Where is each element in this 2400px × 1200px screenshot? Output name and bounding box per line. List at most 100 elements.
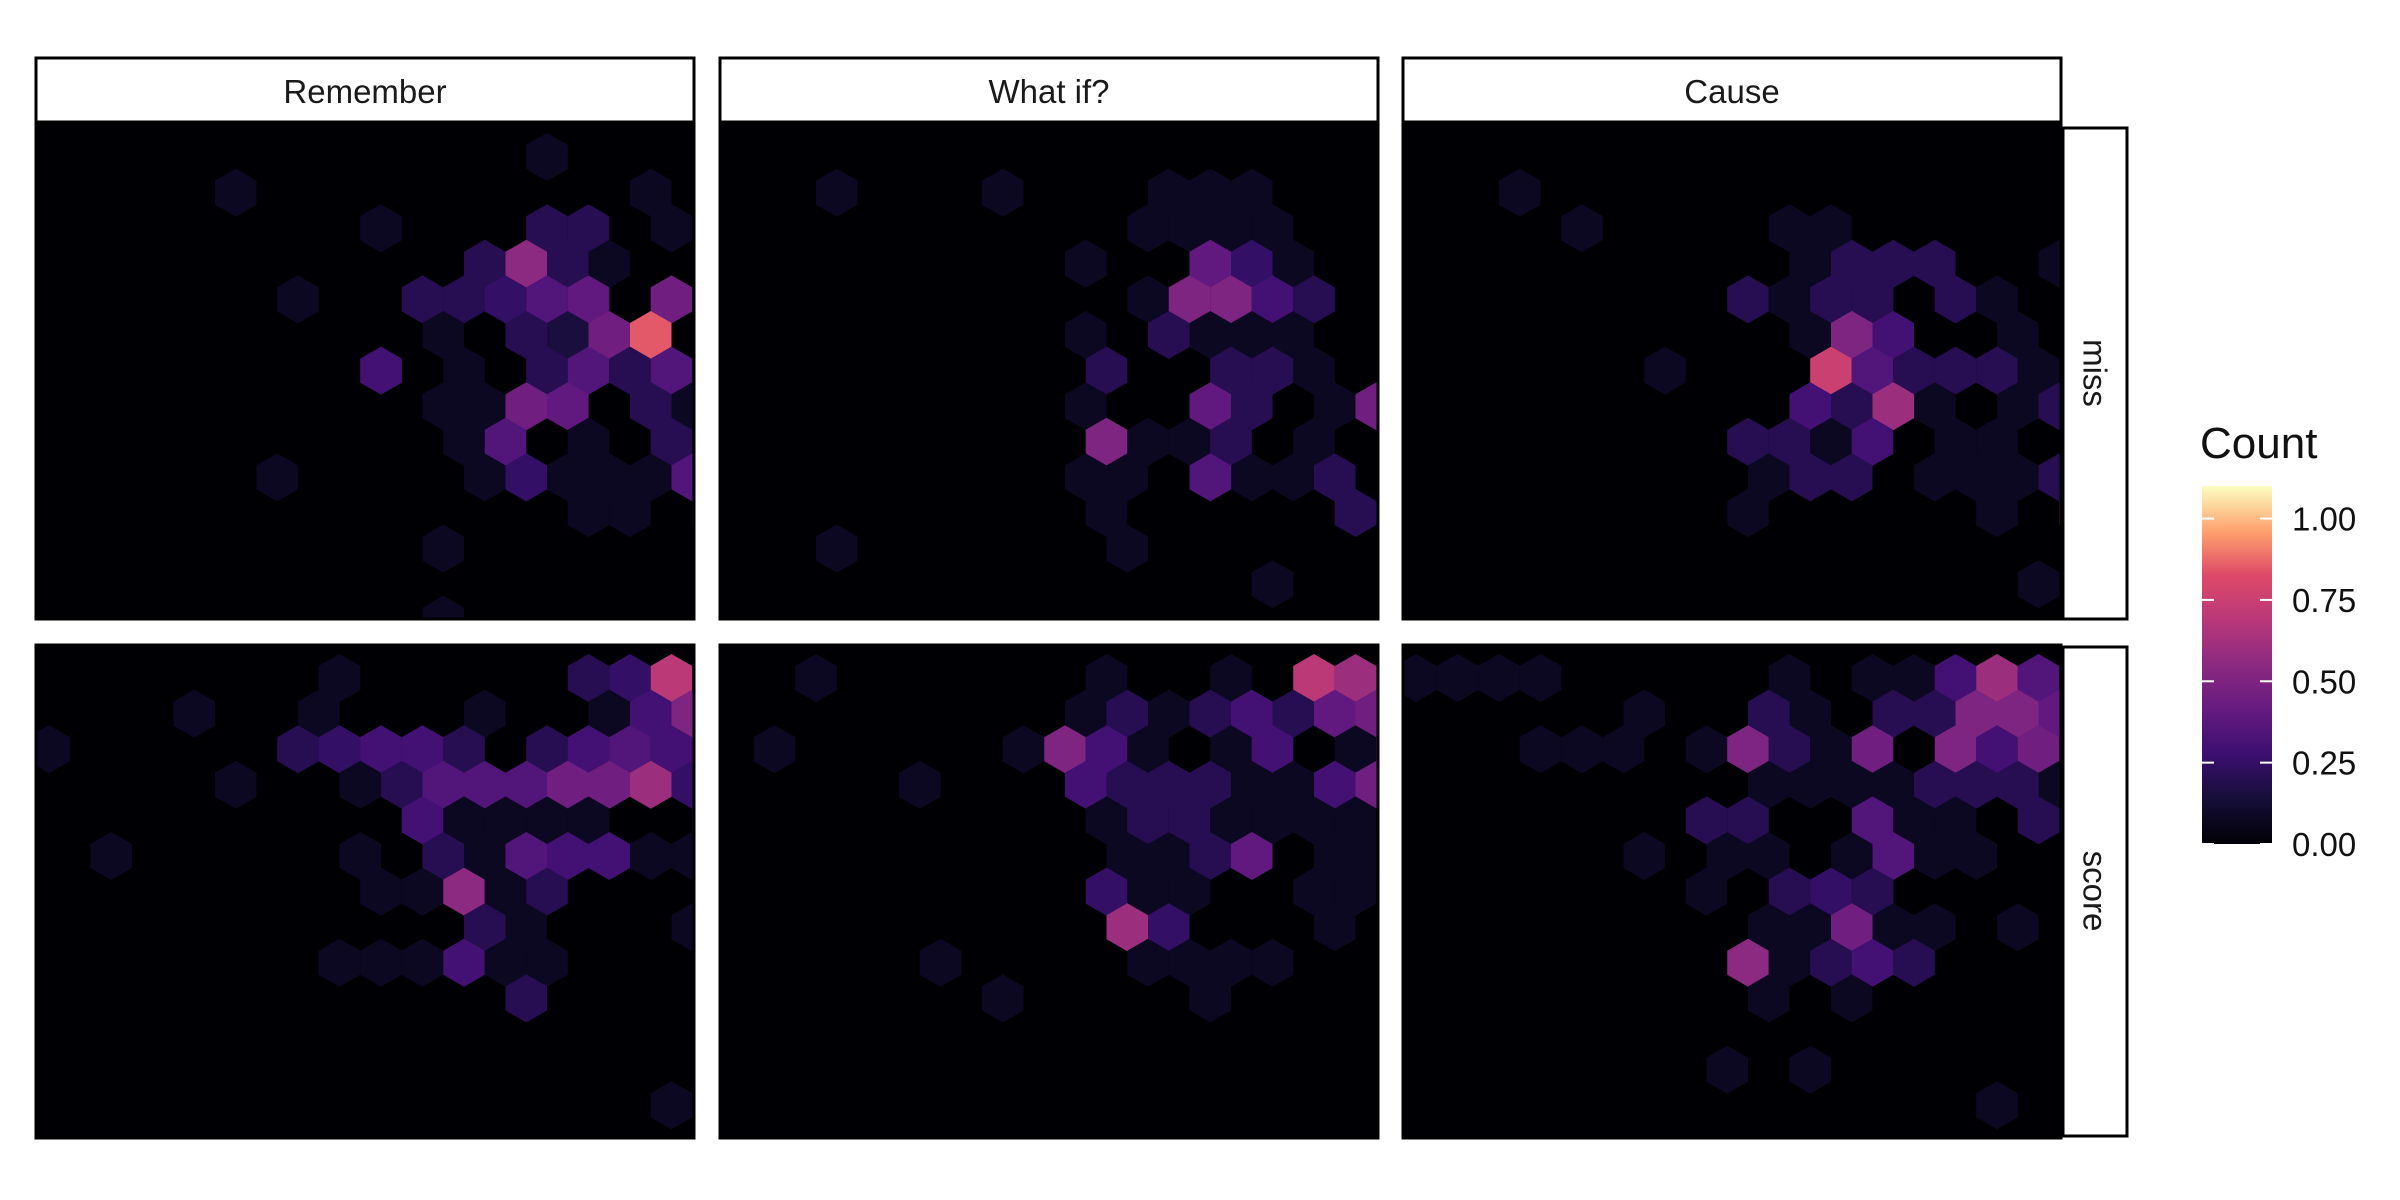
hex-bin [630,832,672,880]
hex-bin [1955,689,1997,738]
hex-bin [1914,382,1956,431]
hex-bin [401,725,444,774]
hex-bin [1189,311,1231,359]
hex-bin [1831,974,1873,1023]
hex-bin [1106,524,1148,573]
hex-bin [505,239,547,288]
hex-bin [1085,867,1128,916]
hex-bin [1085,346,1128,395]
hex-bin [505,974,547,1023]
hex-bin [1934,417,1977,466]
hex-bin [816,524,858,573]
hex-bin [1085,796,1128,845]
col-strip-label: Cause [1684,73,1779,110]
hex-bin [1148,689,1190,738]
col-strip-what-if: What if? [718,56,1380,124]
hex-bin [1231,311,1273,359]
hex-bin [1685,725,1728,774]
hex-bin [630,168,672,217]
hex-bin [339,832,381,880]
hex-bin [1334,725,1377,774]
hex-bin [505,832,547,880]
hex-bin [1334,654,1377,702]
hex-bin [1706,832,1748,880]
hex-bin [1251,938,1294,987]
hex-bin [1127,938,1169,987]
hex-bin [318,654,361,702]
hex-bin [1872,311,1914,359]
hex-bin [1872,760,1914,809]
hex-bin [1085,489,1128,537]
legend-tick-label: 0.50 [2292,663,2356,700]
hex-bin [1334,867,1377,916]
hex-bin [650,204,693,253]
hex-bin [630,311,672,359]
hex-bin [1768,417,1811,466]
hex-bin [1127,867,1169,916]
hex-bin [360,204,402,253]
hex-bin [464,453,506,502]
hex-bin [422,595,464,619]
hex-bin [1789,453,1831,502]
hex-bin [1644,346,1686,395]
legend: Count 0.00 0.25 0.50 0.75 1.00 [2200,419,2356,863]
hex-bin [1065,239,1107,288]
hex-bin [588,689,630,738]
hex-bin [1768,725,1811,774]
hex-bin [277,725,319,774]
col-strip-cause: Cause [1401,56,2063,124]
hex-bin [1251,204,1294,253]
hex-bin [1789,689,1831,738]
hex-bin [671,382,694,431]
hex-bin [1789,382,1831,431]
panel-cause-miss [1401,122,2205,621]
hex-bin [1727,275,1769,324]
hex-bin [505,382,547,431]
hex-bin [339,760,381,809]
hex-bin [1085,417,1128,466]
hex-bin [1810,275,1852,324]
hex-bin [401,275,444,324]
hex-bin [1334,796,1377,845]
hex-bin [1251,796,1294,845]
hex-bin [1231,689,1273,738]
hex-bin [1851,346,1894,395]
hex-bin [1106,832,1148,880]
hex-bin [173,689,215,738]
hex-bin [1914,832,1956,880]
hex-bin [1210,796,1252,845]
hex-bin [1168,204,1211,253]
hex-bin [1934,725,1977,774]
hex-bin [360,938,402,987]
hex-bin [1768,938,1811,987]
hex-bin [1997,760,2039,809]
hex-bin [1914,453,1956,502]
legend-tick-label: 0.25 [2292,745,2356,782]
hex-bin [982,974,1024,1023]
hex-bin [1436,654,1479,702]
hex-bin [1127,275,1169,324]
hex-bin [2163,525,2205,573]
hex-bin [1272,760,1314,809]
hex-bin [1085,654,1128,702]
hex-bin [1189,239,1231,288]
hex-bin [588,311,630,359]
hex-bin [1293,796,1335,845]
hex-bin [1251,275,1294,324]
hex-bin [1831,903,1873,952]
hex-bin [2038,239,2061,288]
hex-bin [1748,903,1790,952]
hex-bin [795,654,837,702]
hex-bin [1293,654,1335,702]
hex-bin [1499,168,1541,217]
hex-bin [567,725,610,774]
hex-bin [1314,689,1356,738]
hex-bin [1168,275,1211,324]
hex-bin [401,796,444,845]
hex-bin [1106,689,1148,738]
hex-bin [1851,654,1894,702]
hex-bin [1914,760,1956,809]
hex-bin [443,275,485,324]
hex-bin [464,239,506,288]
